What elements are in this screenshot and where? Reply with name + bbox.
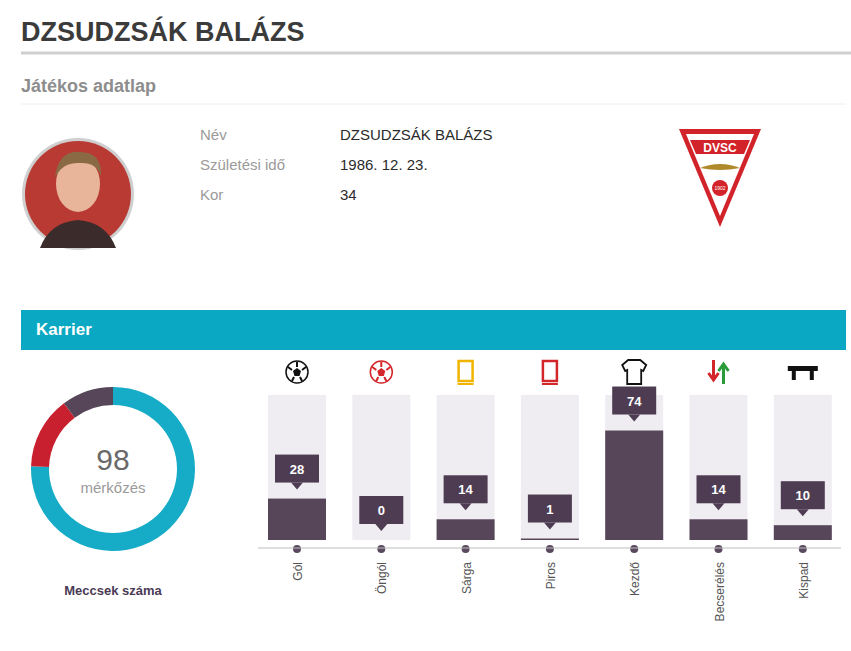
label-pointer <box>375 524 387 531</box>
data-label: 1 <box>546 502 553 517</box>
page-title: DZSUDZSÁK BALÁZS <box>21 16 305 47</box>
icon <box>286 361 308 383</box>
tick-label: Piros <box>544 562 558 589</box>
column-background <box>521 395 579 540</box>
data-label: 14 <box>711 482 726 497</box>
icon <box>622 360 646 384</box>
bar <box>690 519 748 540</box>
photo-background <box>25 141 131 247</box>
column-background <box>774 395 832 540</box>
bar <box>521 539 579 540</box>
bar <box>774 525 832 540</box>
section-title: Karrier <box>36 320 92 339</box>
logo-text: DVSC <box>703 141 737 155</box>
label-pointer <box>460 503 472 510</box>
data-label: 74 <box>627 394 642 409</box>
profile-value: DZSUDZSÁK BALÁZS <box>340 126 493 143</box>
icon <box>542 361 558 384</box>
donut-slice <box>31 403 75 467</box>
column-background <box>352 395 410 540</box>
columns <box>268 395 832 540</box>
column-background <box>268 395 326 540</box>
column-background <box>690 395 748 540</box>
label-pointer <box>544 523 556 530</box>
icon <box>458 361 474 384</box>
donut-subtitle: mérkőzés <box>80 479 145 496</box>
club-logo: DVSC 1902 <box>679 129 761 227</box>
label-pointer <box>713 503 725 510</box>
label-box <box>275 455 319 483</box>
label-box <box>612 387 656 415</box>
tick-label: Sárga <box>460 562 474 594</box>
label-box <box>444 475 488 503</box>
data-label: 10 <box>796 488 810 503</box>
photo-body <box>40 220 116 248</box>
tick-dot <box>799 545 807 553</box>
label-box <box>359 496 403 524</box>
tick-label: Gól <box>291 562 305 581</box>
tick-label: Öngól <box>375 562 389 594</box>
donut-slice <box>31 387 195 551</box>
x-axis <box>258 548 841 549</box>
bars <box>268 431 832 540</box>
tick-label: Kispad <box>797 562 811 599</box>
data-labels: 28 0 14 1 74 14 10 <box>275 387 825 531</box>
label-pointer <box>797 509 809 516</box>
profile-label: Születési idő <box>200 156 285 173</box>
column-background <box>605 395 663 540</box>
subtitle-rule <box>21 104 846 105</box>
canvas: DZSUDZSÁK BALÁZS Játékos adatlap Név DZSUDZ… <box>0 0 851 651</box>
data-label: 0 <box>378 503 385 518</box>
section-bar <box>21 310 846 350</box>
icon <box>709 360 729 384</box>
tick-dot <box>377 545 385 553</box>
tick-label: Kezdő <box>628 562 642 596</box>
donut <box>31 387 195 551</box>
icons <box>286 360 818 384</box>
donut-slice <box>64 387 113 418</box>
photo-hair <box>55 152 101 178</box>
data-label: 14 <box>458 482 473 497</box>
column-background <box>437 395 495 540</box>
profile-label: Kor <box>200 186 223 203</box>
tick-label: Becserélés <box>713 562 727 621</box>
donut-title: Meccsek száma <box>64 583 162 598</box>
logo-outer <box>679 129 761 227</box>
donut-total: 98 <box>96 443 129 476</box>
logo-seal <box>712 180 728 196</box>
tick-dot <box>546 545 554 553</box>
photo-border <box>22 138 134 250</box>
label-box <box>528 495 572 523</box>
profile-value: 34 <box>340 186 357 203</box>
icon <box>370 361 392 383</box>
title-rule <box>21 52 851 55</box>
logo-wings <box>700 164 740 170</box>
logo-year: 1902 <box>714 185 725 191</box>
profile-value: 1986. 12. 23. <box>340 156 428 173</box>
label-box <box>781 481 825 509</box>
profile-label: Név <box>200 126 227 143</box>
bar <box>352 540 410 541</box>
icon <box>788 366 818 380</box>
bar <box>437 519 495 540</box>
tick-dot <box>630 545 638 553</box>
bar <box>605 431 663 540</box>
player-photo <box>22 138 134 250</box>
label-pointer <box>628 415 640 422</box>
data-label: 28 <box>290 462 304 477</box>
page-subtitle: Játékos adatlap <box>21 76 156 96</box>
label-box <box>697 475 741 503</box>
bar <box>268 499 326 540</box>
tick-dot <box>293 545 301 553</box>
logo-band <box>690 140 750 154</box>
tick-dot <box>715 545 723 553</box>
label-pointer <box>291 483 303 490</box>
tick-dot <box>462 545 470 553</box>
logo-inner <box>686 134 754 216</box>
page: DZSUDZSÁK BALÁZS Játékos adatlap Név DZSUDZ… <box>0 0 851 651</box>
